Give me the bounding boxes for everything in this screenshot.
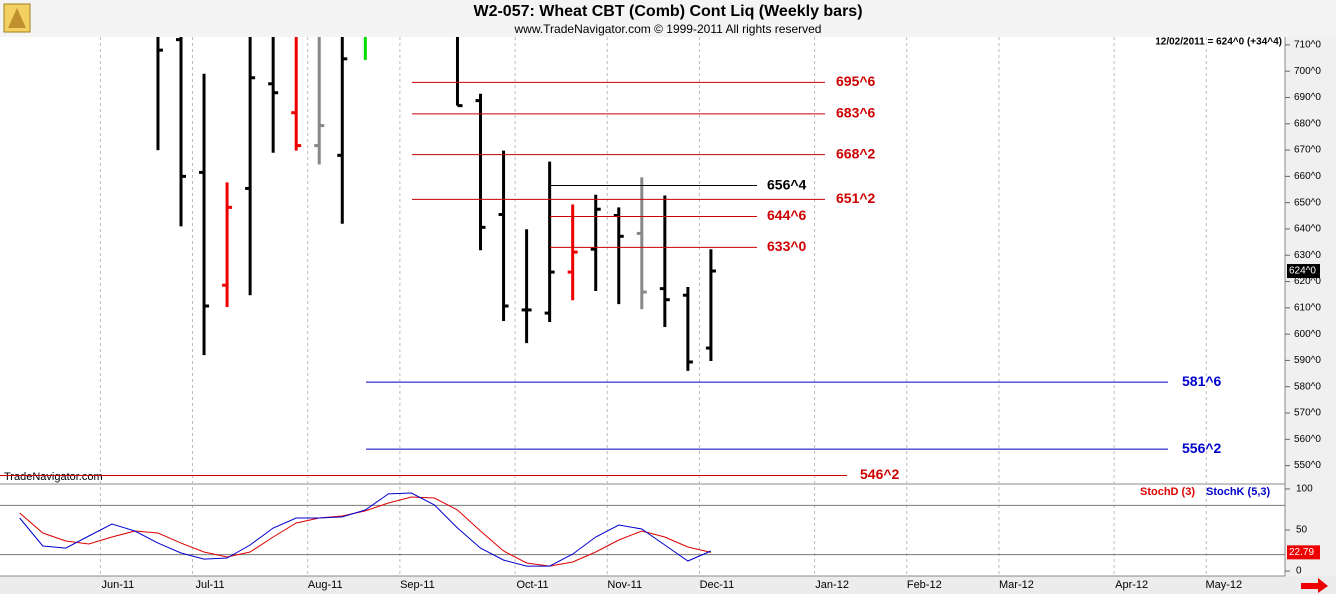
x-axis-bg	[0, 576, 1336, 594]
y-tick-label: 570^0	[1294, 408, 1321, 419]
level-label: 651^2	[836, 190, 876, 206]
level-label: 581^6	[1182, 373, 1222, 389]
y-tick-label: 580^0	[1294, 381, 1321, 392]
y-tick-label: 610^0	[1294, 302, 1321, 313]
plot-area	[156, 37, 716, 371]
x-tick-label: Oct-11	[516, 579, 548, 591]
last-value-label: 22.79	[1289, 547, 1314, 558]
stoch-line	[19, 492, 712, 567]
x-tick-label: Apr-12	[1115, 579, 1148, 591]
level-label: 656^4	[767, 176, 807, 192]
right-axis-bg	[1285, 37, 1336, 594]
y-tick-label: 50	[1296, 525, 1308, 536]
x-tick-label: May-12	[1205, 579, 1242, 591]
last-price-label: 624^0	[1289, 266, 1316, 277]
y-tick-label: 630^0	[1294, 250, 1321, 261]
chart-title: W2-057: Wheat CBT (Comb) Cont Liq (Weekl…	[473, 3, 862, 20]
logo	[3, 3, 31, 33]
x-tick-label: Dec-11	[700, 579, 735, 591]
x-tick-label: Sep-11	[400, 579, 435, 591]
legend-entry: StochK (5,3)	[1206, 486, 1271, 498]
y-tick-label: 690^0	[1294, 92, 1321, 103]
x-tick-label: Jan-12	[815, 579, 849, 591]
y-tick-label: 0	[1296, 566, 1302, 577]
x-tick-label: Mar-12	[999, 579, 1034, 591]
y-tick-label: 710^0	[1294, 40, 1321, 51]
level-label: 644^6	[767, 207, 807, 223]
subtitle: www.TradeNavigator.com © 1999-2011 All r…	[514, 22, 822, 36]
x-tick-label: Feb-12	[907, 579, 942, 591]
y-tick-label: 560^0	[1294, 434, 1321, 445]
header-bg	[0, 0, 1336, 37]
y-tick-label: 640^0	[1294, 224, 1321, 235]
last-price-box	[1287, 264, 1320, 279]
x-tick-label: Jun-11	[101, 579, 134, 591]
watermark: TradeNavigator.com	[4, 471, 103, 483]
level-label: 668^2	[836, 145, 876, 161]
level-label: 683^6	[836, 105, 876, 121]
x-tick-label: Nov-11	[607, 579, 642, 591]
legend-entry: StochD (3)	[1140, 486, 1195, 498]
y-tick-label: 670^0	[1294, 145, 1321, 156]
y-tick-label: 680^0	[1294, 118, 1321, 129]
y-tick-label: 700^0	[1294, 66, 1321, 77]
scroll-arrow[interactable]	[1301, 578, 1328, 593]
y-tick-label: 100	[1296, 484, 1313, 495]
y-tick-label: 590^0	[1294, 355, 1321, 366]
x-tick-label: Aug-11	[308, 579, 343, 591]
last-value-box	[1287, 545, 1320, 560]
x-tick-label: Jul-11	[195, 579, 224, 591]
level-label: 695^6	[836, 73, 876, 89]
y-tick-label: 620^0	[1294, 276, 1321, 287]
y-tick-label: 600^0	[1294, 329, 1321, 340]
y-tick-label: 660^0	[1294, 171, 1321, 182]
y-tick-label: 550^0	[1294, 460, 1321, 471]
level-label: 546^2	[860, 466, 900, 482]
y-tick-label: 650^0	[1294, 197, 1321, 208]
level-label: 556^2	[1182, 440, 1222, 456]
quote: 12/02/2011 = 624^0 (+34^4)	[1155, 37, 1282, 48]
level-label: 633^0	[767, 238, 807, 254]
